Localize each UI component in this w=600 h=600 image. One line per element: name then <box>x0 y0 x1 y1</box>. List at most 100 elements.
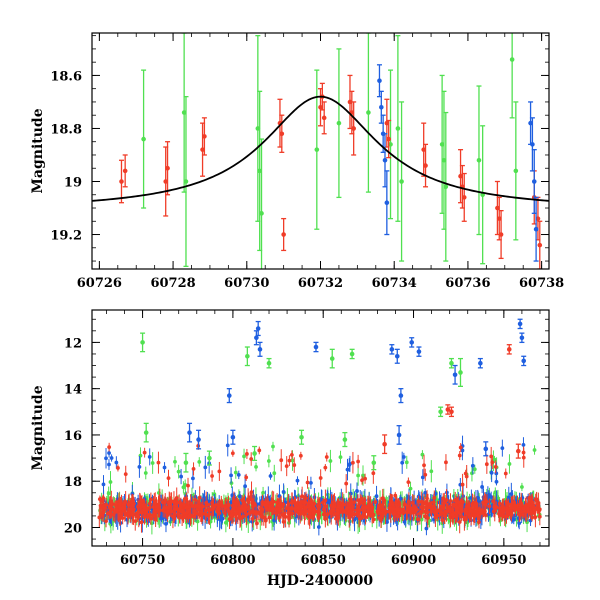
green-point <box>365 33 371 193</box>
band-point <box>174 487 179 509</box>
top-axis-ticks: 60726 60728 60730 60732 60734 60736 60738 18.6 1… <box>50 33 564 291</box>
band-point <box>521 504 526 513</box>
blue_outliers-point <box>398 388 404 404</box>
band-point <box>360 499 365 515</box>
band-point <box>526 498 531 511</box>
band-point <box>290 508 295 519</box>
x-tick-label: 60738 <box>519 276 564 291</box>
band-point <box>140 495 144 506</box>
band-point <box>347 506 352 528</box>
band-point <box>419 503 424 511</box>
green_outliers-point <box>252 445 258 462</box>
band-point <box>148 497 152 510</box>
x-tick-label: 60728 <box>150 276 195 291</box>
band-point <box>420 469 425 486</box>
band-point <box>476 506 481 525</box>
band-point <box>210 470 214 482</box>
band-point <box>139 511 144 533</box>
green-point <box>255 35 261 222</box>
blue_outliers-point <box>517 318 523 330</box>
band-point <box>316 512 321 523</box>
x-tick-label: 60732 <box>298 276 343 291</box>
band-point <box>284 456 289 477</box>
band-point <box>268 472 273 480</box>
bottom-axis-ticks: 60750 60800 60850 60900 60950 12 14 16 18 20 <box>64 310 549 568</box>
blue_outliers-point <box>313 341 319 353</box>
band-point <box>236 470 241 480</box>
band-point <box>289 450 294 460</box>
band-point <box>412 505 416 520</box>
band-point <box>352 496 357 508</box>
blue-point <box>529 117 535 172</box>
y-tick-label: 19 <box>64 175 82 190</box>
band-point <box>267 511 272 524</box>
band-point <box>404 455 409 469</box>
y-tick-label: 12 <box>64 336 82 351</box>
band-point <box>415 513 420 526</box>
band-point <box>458 443 463 452</box>
band-point <box>532 445 537 455</box>
y-tick-label: 16 <box>64 429 82 444</box>
band-point <box>272 464 277 482</box>
band-point <box>340 506 345 517</box>
band-point <box>173 456 177 468</box>
band-point <box>321 508 326 520</box>
band-point <box>97 495 102 503</box>
blue_outliers-point <box>226 388 232 404</box>
band-point <box>219 495 224 511</box>
band-point <box>328 449 333 473</box>
band-point <box>230 449 235 457</box>
blue_outliers-point <box>255 320 261 337</box>
bottom-y-axis-title: Magnitude <box>30 385 46 470</box>
green_outliers-point <box>342 431 348 448</box>
band-point <box>302 493 307 511</box>
band-point <box>505 501 510 517</box>
band-point <box>215 503 220 520</box>
band-point <box>347 458 352 472</box>
red_outliers-point <box>448 406 454 418</box>
y-tick-label: 19.2 <box>50 229 82 244</box>
band-point <box>422 454 426 476</box>
band-point <box>460 473 465 496</box>
band-point <box>355 482 359 500</box>
band-point <box>179 468 183 485</box>
band-point <box>400 451 405 474</box>
green-point <box>314 69 320 230</box>
band-point <box>115 500 120 521</box>
green_outliers-point <box>448 357 454 369</box>
band-point <box>423 488 428 498</box>
band-point <box>238 509 243 527</box>
band-point <box>227 509 232 530</box>
band-point <box>462 510 467 525</box>
band-point <box>497 505 501 523</box>
band-point <box>392 508 397 519</box>
band-point <box>501 498 506 518</box>
green-point <box>183 95 189 267</box>
band-point <box>199 503 204 523</box>
x-tick-label: 60726 <box>77 276 122 291</box>
band-point <box>263 497 268 514</box>
green-point <box>480 125 486 265</box>
band-point <box>254 462 258 472</box>
red-point <box>461 172 467 222</box>
band-point <box>123 465 128 483</box>
blue_outliers-point <box>187 422 193 443</box>
band-point <box>408 481 413 496</box>
band-point <box>108 471 113 493</box>
red-point <box>498 210 504 260</box>
band-point <box>295 476 300 485</box>
band-point <box>104 448 108 469</box>
band-point <box>160 494 165 511</box>
band-point <box>325 503 330 526</box>
band-point <box>493 460 498 474</box>
band-point <box>423 468 428 481</box>
band-point <box>509 496 514 519</box>
band-point <box>282 506 286 521</box>
top-y-axis-title: Magnitude <box>30 108 46 193</box>
band-point <box>464 464 469 489</box>
band-point <box>186 477 190 494</box>
band-point <box>233 466 238 479</box>
band-point <box>483 493 488 516</box>
band-point <box>363 509 368 525</box>
band-point <box>169 492 174 511</box>
